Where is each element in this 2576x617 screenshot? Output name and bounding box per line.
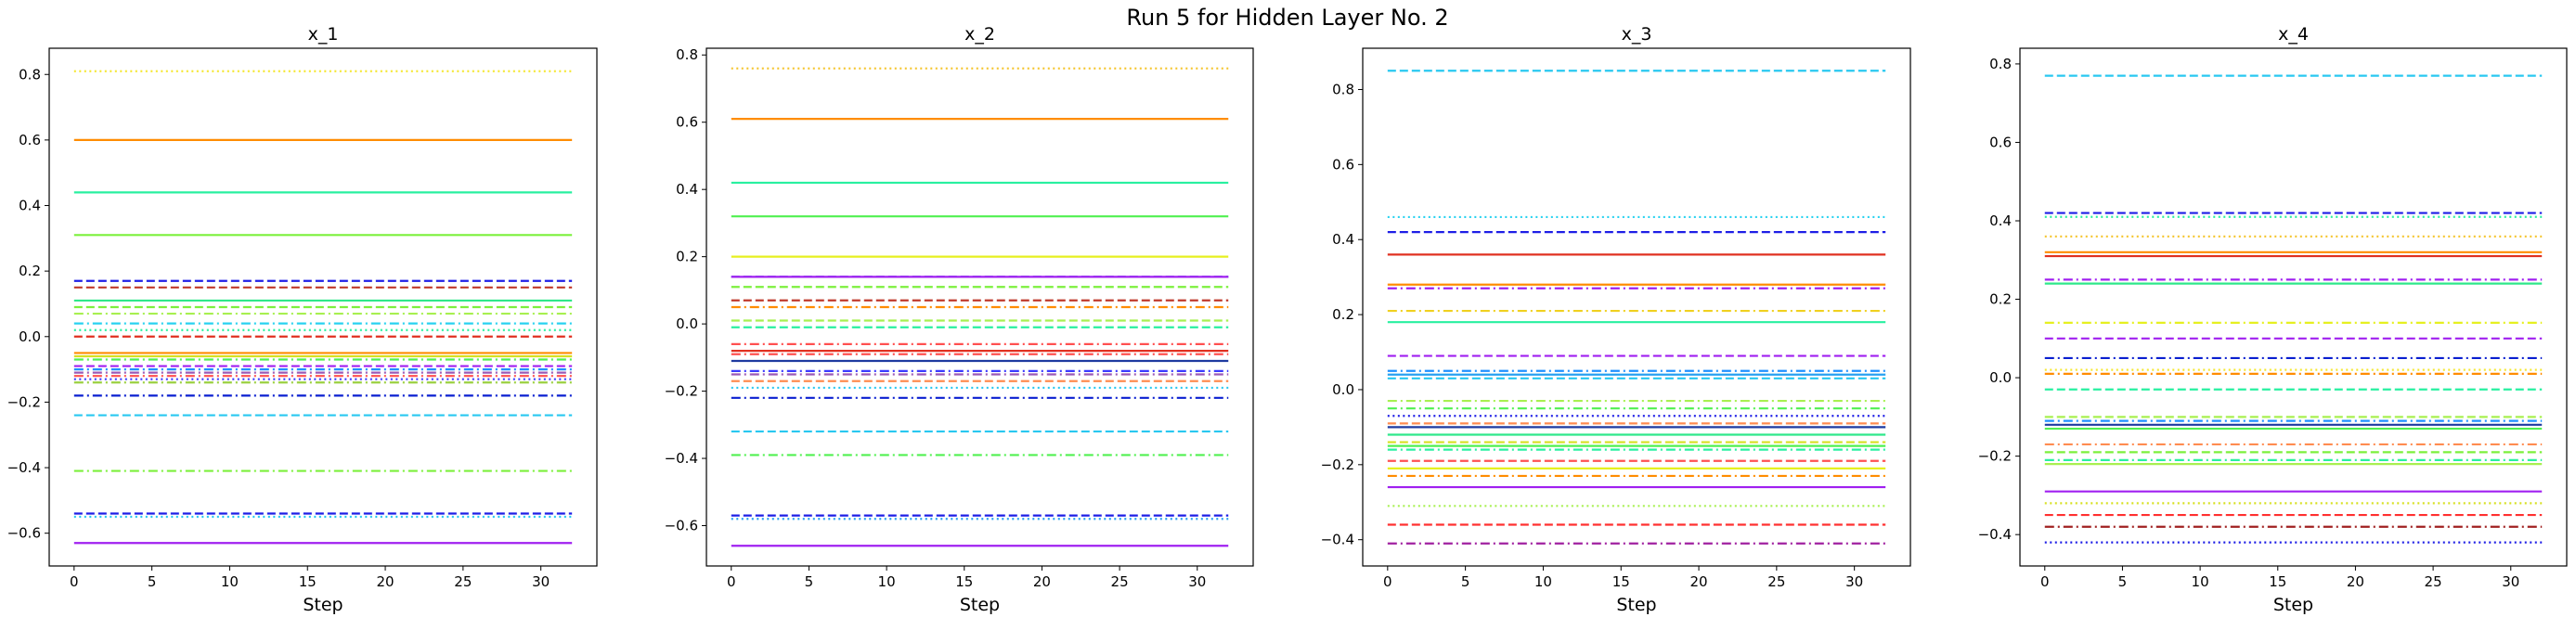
y-tick-label: 0.2	[676, 249, 698, 265]
subplot-title: x_1	[308, 24, 339, 45]
plot-area-frame	[1362, 47, 1911, 567]
x-tick-label: 15	[1612, 573, 1630, 590]
y-tick-label: 0.8	[19, 66, 41, 83]
y-tick-label: −0.4	[665, 450, 698, 467]
x-tick-label: 0	[70, 573, 79, 590]
y-tick-label: 0.4	[1332, 231, 1354, 248]
y-tick-label: 0.6	[1989, 134, 2012, 150]
y-tick-label: −0.2	[1978, 448, 2012, 465]
x-tick-label: 5	[2118, 573, 2128, 590]
x-tick-label: 30	[532, 573, 550, 590]
x-tick-label: 25	[1767, 573, 1785, 590]
x-axis-label: Step	[960, 595, 1000, 615]
x-tick-label: 5	[148, 573, 157, 590]
x-tick-label: 25	[2425, 573, 2442, 590]
y-tick-label: 0.6	[19, 132, 41, 148]
y-tick-label: −0.2	[1321, 456, 1354, 473]
y-tick-label: −0.4	[1978, 526, 2012, 543]
y-tick-label: −0.6	[665, 518, 698, 534]
x-tick-label: 25	[1111, 573, 1129, 590]
subplot-title: x_4	[2278, 24, 2309, 45]
x-tick-label: 20	[376, 573, 394, 590]
y-tick-label: 0.2	[1332, 306, 1354, 323]
x-tick-label: 20	[1033, 573, 1051, 590]
x-axis-label: Step	[1616, 595, 1656, 615]
x-tick-label: 5	[805, 573, 814, 590]
y-tick-label: 0.8	[1332, 81, 1354, 97]
x-tick-label: 30	[2502, 573, 2519, 590]
y-tick-label: 0.0	[19, 328, 41, 345]
figure-suptitle: Run 5 for Hidden Layer No. 2	[1126, 5, 1448, 31]
y-tick-label: −0.6	[7, 525, 41, 542]
x-tick-label: 10	[878, 573, 896, 590]
x-tick-label: 10	[221, 573, 239, 590]
y-tick-label: 0.4	[19, 198, 41, 214]
subplots-container: 0 5 10 15 20 25 30 −0.6 −0.4 −0.2 0.0 0.2 0.4 0.6 0.8 x…	[7, 24, 2568, 615]
y-tick-label: 0.4	[1989, 212, 2012, 229]
x-tick-label: 10	[1534, 573, 1552, 590]
x-tick-label: 15	[299, 573, 317, 590]
y-tick-label: 0.8	[1989, 56, 2012, 72]
y-tick-label: −0.2	[665, 383, 698, 400]
plot-area-frame	[2019, 47, 2568, 567]
x-tick-label: 0	[1383, 573, 1392, 590]
y-tick-label: 0.0	[676, 315, 698, 332]
x-tick-label: 30	[1188, 573, 1206, 590]
y-tick-label: −0.4	[7, 459, 41, 476]
subplot-3: 0 5 10 15 20 25 30 −0.4 −0.2 0.0 0.2 0.4 0.6 0.8 x_3 St…	[1321, 24, 1911, 615]
x-tick-label: 30	[1845, 573, 1863, 590]
x-tick-label: 5	[1461, 573, 1470, 590]
subplot-1: 0 5 10 15 20 25 30 −0.6 −0.4 −0.2 0.0 0.2 0.4 0.6 0.8 x…	[7, 24, 598, 615]
y-tick-label: 0.0	[1332, 381, 1354, 398]
y-tick-label: −0.4	[1321, 532, 1354, 548]
x-tick-label: 20	[1689, 573, 1707, 590]
subplot-title: x_3	[1622, 24, 1652, 45]
y-tick-label: 0.8	[676, 46, 698, 63]
y-tick-label: 0.4	[676, 181, 698, 198]
x-tick-label: 25	[454, 573, 472, 590]
subplot-2: 0 5 10 15 20 25 30 −0.6 −0.4 −0.2 0.0 0.2 0.4 0.6 0.8 x…	[665, 24, 1254, 615]
y-tick-label: 0.6	[676, 114, 698, 131]
subplot-4: 0 5 10 15 20 25 30 −0.4 −0.2 0.0 0.2 0.4 0.6 0.8 x_4 St…	[1978, 24, 2568, 615]
y-tick-label: 0.0	[1989, 369, 2012, 386]
x-tick-label: 15	[2269, 573, 2286, 590]
x-tick-label: 10	[2192, 573, 2209, 590]
x-tick-label: 15	[955, 573, 973, 590]
y-tick-label: −0.2	[7, 393, 41, 410]
y-tick-label: 0.2	[1989, 291, 2012, 308]
x-tick-label: 0	[2040, 573, 2050, 590]
y-tick-label: 0.6	[1332, 156, 1354, 173]
x-axis-label: Step	[303, 595, 343, 615]
x-axis-label: Step	[2273, 595, 2313, 615]
x-tick-label: 20	[2347, 573, 2364, 590]
x-tick-label: 0	[727, 573, 736, 590]
subplot-title: x_2	[964, 24, 995, 45]
y-tick-label: 0.2	[19, 263, 41, 279]
